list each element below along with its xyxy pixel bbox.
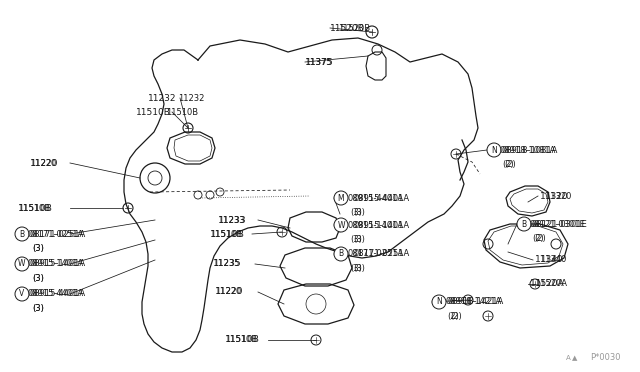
Text: (2): (2): [504, 160, 516, 169]
Circle shape: [334, 191, 348, 205]
Text: 11220: 11220: [215, 288, 243, 296]
Text: (3): (3): [32, 304, 44, 312]
Text: 11520B: 11520B: [330, 23, 365, 32]
Text: 11375: 11375: [305, 58, 332, 67]
Circle shape: [15, 227, 29, 241]
Text: 08918-1081A: 08918-1081A: [502, 145, 558, 154]
Text: 08918-1081A: 08918-1081A: [500, 145, 556, 154]
Text: (3): (3): [350, 234, 362, 244]
Text: 08171-0251A: 08171-0251A: [347, 250, 403, 259]
Text: (3): (3): [32, 244, 44, 253]
Text: B: B: [522, 219, 527, 228]
Text: B: B: [339, 250, 344, 259]
Text: (3): (3): [350, 263, 362, 273]
Text: M: M: [338, 193, 344, 202]
Text: (2): (2): [502, 160, 514, 169]
Text: V: V: [19, 289, 24, 298]
Text: 08915-1401A: 08915-1401A: [28, 260, 84, 269]
Text: 11232: 11232: [178, 93, 204, 103]
Text: 11510B: 11510B: [225, 336, 257, 344]
Text: (3): (3): [353, 263, 365, 273]
Text: 11233: 11233: [218, 215, 244, 224]
Text: 08915-4401A: 08915-4401A: [28, 289, 84, 298]
Text: 11220: 11220: [30, 158, 58, 167]
Circle shape: [432, 295, 446, 309]
Circle shape: [487, 143, 501, 157]
Text: 08915-1401A: 08915-1401A: [353, 221, 409, 230]
Text: 08918-1421A: 08918-1421A: [445, 298, 501, 307]
Text: 11233: 11233: [218, 215, 246, 224]
Text: 11520A: 11520A: [530, 279, 564, 289]
Text: 11520A: 11520A: [535, 279, 567, 289]
Circle shape: [334, 247, 348, 261]
Text: 11320: 11320: [540, 192, 568, 201]
Text: 11510B: 11510B: [18, 203, 53, 212]
Text: 11510B: 11510B: [136, 108, 171, 116]
Text: 08121-0301E: 08121-0301E: [532, 219, 588, 228]
Text: 11220: 11220: [215, 288, 241, 296]
Circle shape: [334, 218, 348, 232]
Text: 08915-1401A: 08915-1401A: [347, 221, 403, 230]
Text: 08171-0251A: 08171-0251A: [30, 230, 86, 238]
Text: 11510B: 11510B: [225, 336, 260, 344]
Text: A: A: [566, 355, 570, 361]
Text: (3): (3): [353, 208, 365, 217]
Text: (3): (3): [32, 273, 44, 282]
Text: (2): (2): [534, 234, 546, 243]
Text: 11375: 11375: [305, 58, 333, 67]
Text: 08171-0251A: 08171-0251A: [28, 230, 84, 238]
Text: 11232: 11232: [148, 93, 177, 103]
Text: (3): (3): [32, 304, 44, 312]
Text: 11510B: 11510B: [18, 203, 50, 212]
Text: (2): (2): [532, 234, 544, 243]
Text: P*0030: P*0030: [590, 353, 621, 362]
Text: 08171-0251A: 08171-0251A: [353, 250, 409, 259]
Text: 08918-1421A: 08918-1421A: [447, 298, 503, 307]
Text: (3): (3): [32, 273, 44, 282]
Text: 11320: 11320: [545, 192, 572, 201]
Text: 08915-4401A: 08915-4401A: [353, 193, 409, 202]
Text: (2): (2): [450, 311, 461, 321]
Text: N: N: [436, 298, 442, 307]
Text: 08915-1401A: 08915-1401A: [30, 260, 86, 269]
Text: 08915-4401A: 08915-4401A: [347, 193, 403, 202]
Text: 11520B: 11520B: [338, 23, 370, 32]
Circle shape: [15, 287, 29, 301]
Text: B: B: [19, 230, 24, 238]
Text: 11510B: 11510B: [210, 230, 242, 238]
Text: 11510B: 11510B: [166, 108, 198, 116]
Circle shape: [517, 217, 531, 231]
Text: 08121-0301E: 08121-0301E: [530, 219, 586, 228]
Text: (3): (3): [32, 244, 44, 253]
Text: 11235: 11235: [213, 260, 242, 269]
Text: W: W: [337, 221, 345, 230]
Text: W: W: [19, 260, 26, 269]
Text: 11235: 11235: [213, 260, 239, 269]
Text: 11340: 11340: [540, 256, 566, 264]
Text: 11220: 11220: [30, 158, 56, 167]
Text: 11340: 11340: [535, 256, 564, 264]
Text: ▲: ▲: [572, 355, 578, 361]
Text: 08915-4401A: 08915-4401A: [30, 289, 86, 298]
Text: 11510B: 11510B: [210, 230, 245, 238]
Text: N: N: [491, 145, 497, 154]
Text: (2): (2): [447, 311, 459, 321]
Text: (3): (3): [350, 208, 362, 217]
Circle shape: [15, 257, 29, 271]
Text: (3): (3): [353, 234, 365, 244]
